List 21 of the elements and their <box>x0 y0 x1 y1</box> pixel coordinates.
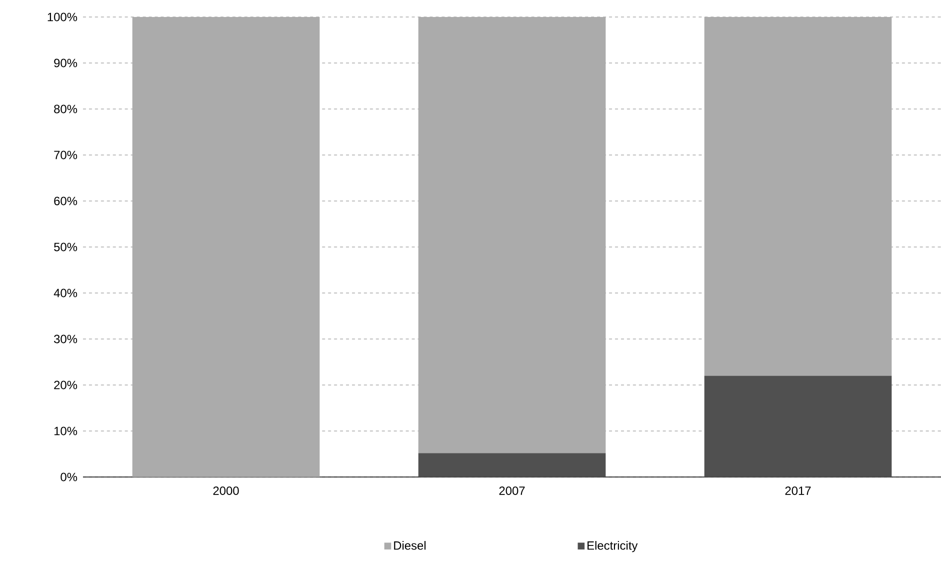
y-tick-label: 20% <box>54 380 78 390</box>
y-tick-label: 10% <box>54 426 78 436</box>
y-tick-label: 30% <box>54 334 78 344</box>
y-tick-label: 90% <box>54 58 78 68</box>
y-tick-label: 60% <box>54 196 78 206</box>
bar <box>132 16 320 477</box>
y-tick-label: 70% <box>54 150 78 160</box>
bar <box>418 453 606 477</box>
y-tick-label: 50% <box>54 242 78 252</box>
legend-label: Diesel <box>394 540 426 550</box>
x-tick-label: 2017 <box>785 486 811 495</box>
y-tick-label: 40% <box>54 288 78 298</box>
bar <box>704 376 892 477</box>
legend-label: Electricity <box>588 540 638 552</box>
x-tick-label: 2000 <box>213 486 239 495</box>
bar <box>418 16 606 454</box>
x-tick-label: 2007 <box>499 486 525 495</box>
y-tick-label: 100% <box>48 12 78 22</box>
bar <box>704 16 892 376</box>
y-tick-label: 80% <box>54 104 78 114</box>
y-tick-label: 0% <box>60 472 78 482</box>
